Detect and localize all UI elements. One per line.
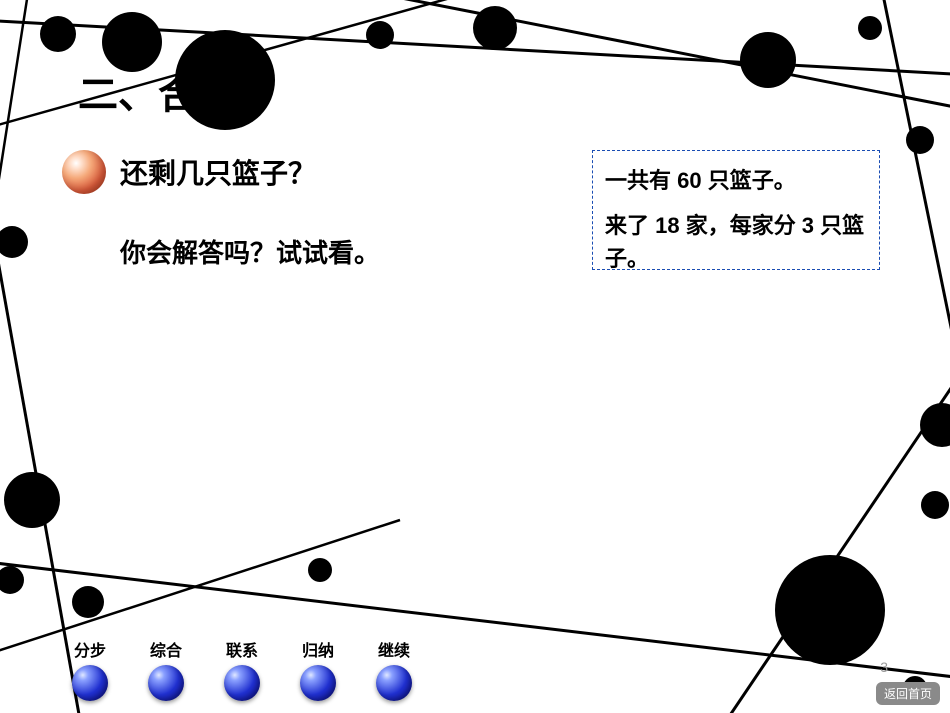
nav-button-3[interactable]: 归纳 — [300, 637, 336, 701]
nav-button-0[interactable]: 分步 — [72, 637, 108, 701]
prompt-text: 你会解答吗？试试看。 — [120, 233, 380, 270]
nav-button-label: 联系 — [226, 637, 258, 661]
nav-sphere-icon — [72, 665, 108, 701]
nav-sphere-icon — [300, 665, 336, 701]
nav-sphere-icon — [224, 665, 260, 701]
nav-button-label: 归纳 — [302, 637, 334, 661]
page-number: 3 — [880, 659, 888, 675]
nav-button-4[interactable]: 继续 — [376, 637, 412, 701]
nav-button-1[interactable]: 综合 — [148, 637, 184, 701]
back-home-button[interactable]: 返回首页 — [876, 682, 940, 705]
nav-button-label: 分步 — [74, 637, 106, 661]
nav-button-label: 继续 — [378, 637, 410, 661]
info-box: 一共有 60 只篮子。 来了 18 家，每家分 3 只篮子。 — [592, 150, 880, 270]
nav-button-2[interactable]: 联系 — [224, 637, 260, 701]
info-line-2: 来了 18 家，每家分 3 只篮子。 — [605, 209, 867, 275]
nav-button-row: 分步 综合 联系 归纳 继续 — [72, 637, 412, 701]
nav-sphere-icon — [376, 665, 412, 701]
nav-button-label: 综合 — [150, 637, 182, 661]
question-text: 还剩几只篮子？ — [120, 152, 316, 192]
nav-sphere-icon — [148, 665, 184, 701]
section-title: 二、合作 — [78, 62, 238, 120]
info-line-1: 一共有 60 只篮子。 — [605, 163, 867, 195]
bullet-sphere-icon — [62, 150, 106, 194]
